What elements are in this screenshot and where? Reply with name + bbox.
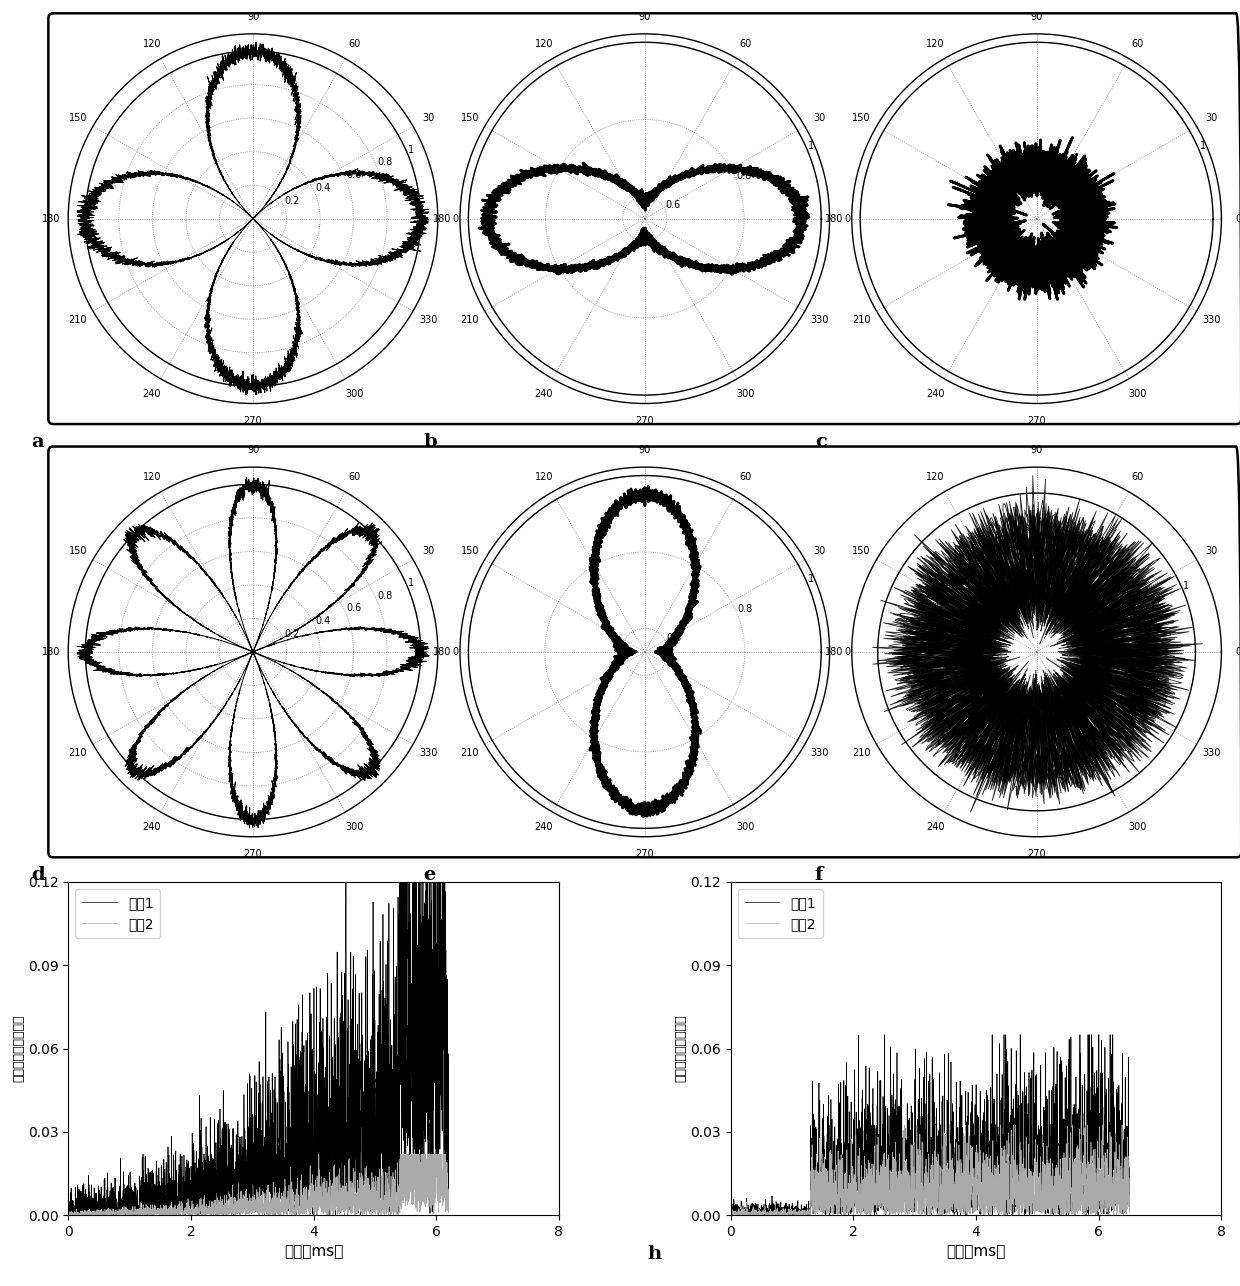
Text: f: f [815,867,823,885]
通道1 [104,1197,119,1213]
通道2 [1122,1188,1137,1204]
通道1 [894,1193,909,1209]
通道2 [1115,1169,1130,1184]
Text: e: e [423,867,435,885]
通道2 [769,1204,784,1219]
通道2 [441,1182,456,1197]
通道2 [1071,1204,1086,1219]
Text: b: b [423,433,436,451]
通道2 [223,1197,238,1213]
通道2 [311,1147,326,1163]
X-axis label: 时间（ms）: 时间（ms） [946,1245,1006,1259]
Text: a: a [31,433,43,451]
通道1 [434,1058,449,1074]
通道2 [723,1202,738,1218]
Legend: 通道1, 通道2: 通道1, 通道2 [738,889,823,937]
Text: c: c [815,433,827,451]
通道1 [723,1201,738,1217]
通道1 [393,868,408,883]
通道1 [441,1056,456,1071]
通道1 [760,1208,775,1223]
Y-axis label: 射频信号强（高斯）: 射频信号强（高斯） [675,1015,687,1083]
通道1 [339,868,353,883]
X-axis label: 时间（ms）: 时间（ms） [284,1245,343,1259]
通道2 [207,1205,222,1220]
通道2 [744,1208,759,1223]
通道1 [223,1141,238,1156]
通道2 [792,1204,807,1219]
通道1 [1122,1160,1137,1175]
通道1 [877,1184,892,1200]
通道1 [792,1201,807,1217]
通道2 [434,1173,449,1188]
通道2 [61,1208,76,1223]
通道2 [897,1118,911,1133]
通道1 [61,1192,76,1208]
通道1 [1071,1156,1086,1172]
Y-axis label: 射频信号强（高斯）: 射频信号强（高斯） [12,1015,25,1083]
Text: h: h [647,1245,661,1263]
通道1 [877,1028,892,1043]
通道2 [128,1208,143,1223]
Line: 通道2: 通道2 [68,1155,449,1215]
Line: 通道2: 通道2 [730,1125,1130,1215]
通道1 [769,1205,784,1220]
通道1 [207,1197,222,1213]
通道1 [62,1208,77,1223]
Text: d: d [31,867,45,885]
通道2 [894,1204,909,1219]
通道2 [126,1204,141,1219]
通道2 [104,1205,119,1220]
Line: 通道1: 通道1 [68,876,449,1215]
通道1 [126,1201,141,1217]
Line: 通道1: 通道1 [730,1035,1130,1215]
通道1 [1115,1096,1130,1111]
Legend: 通道1, 通道2: 通道1, 通道2 [76,889,160,937]
通道2 [393,1181,408,1196]
通道2 [877,1188,892,1204]
